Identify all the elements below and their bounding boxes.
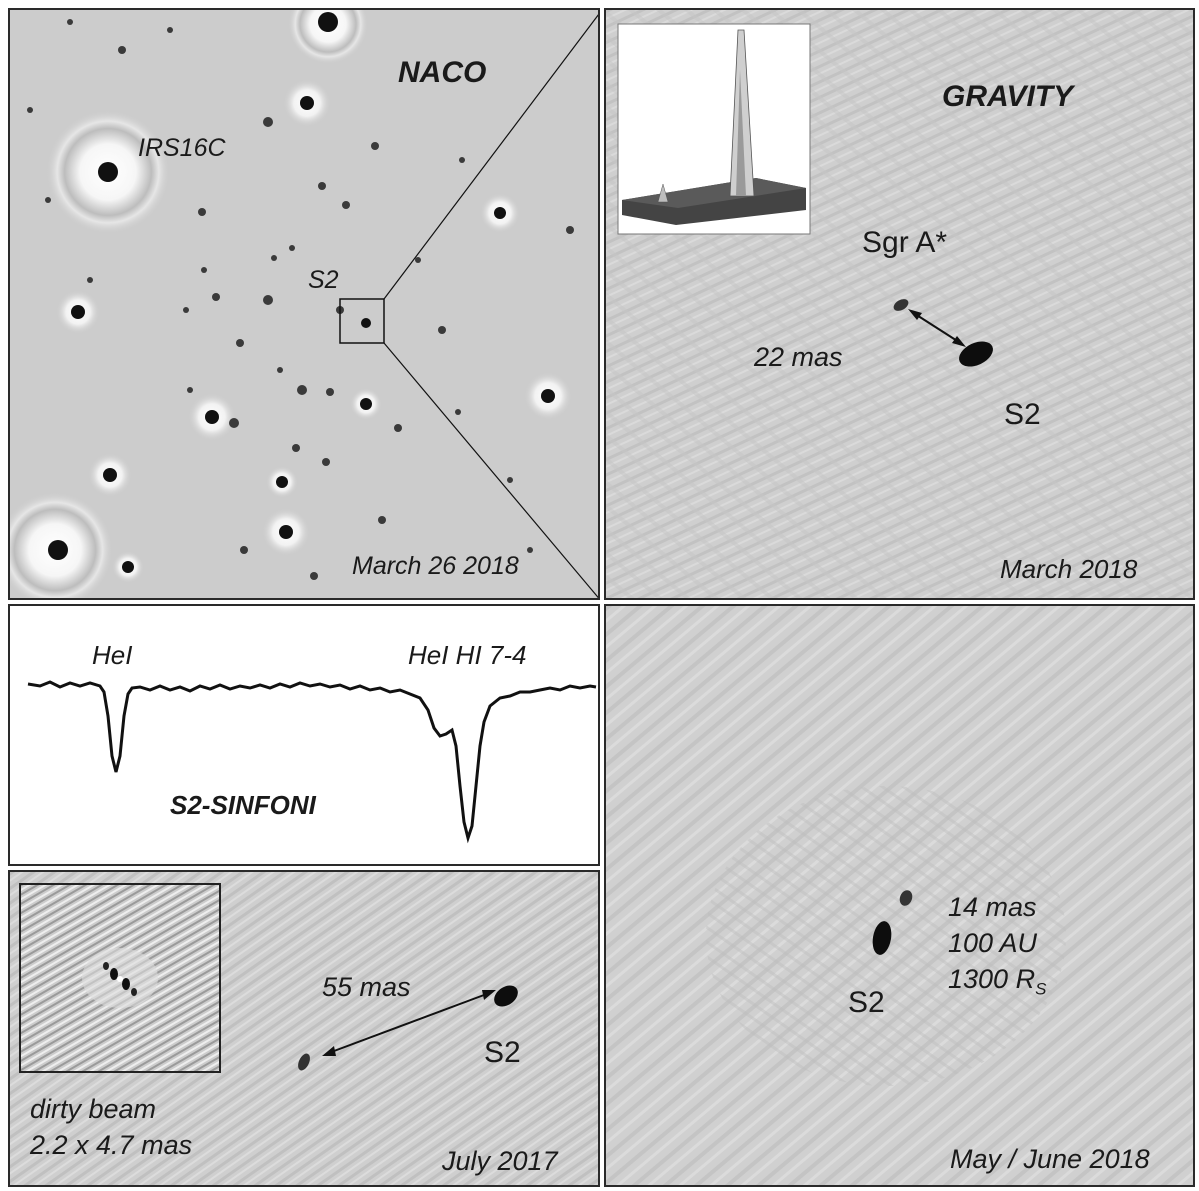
label-sgra: Sgr A* <box>862 226 948 259</box>
label-s2-may: S2 <box>848 986 885 1019</box>
may-image <box>606 606 1193 1185</box>
july-image <box>10 872 598 1185</box>
spectrum-line <box>27 680 597 844</box>
spectrum-plot <box>27 680 597 844</box>
label-hei-hi: HeI HI 7-4 <box>408 640 527 670</box>
naco-title: NACO <box>398 56 487 89</box>
label-s2-march: S2 <box>1004 398 1041 431</box>
label-100au: 100 AU <box>948 928 1038 958</box>
dirty-beam-label: dirty beam <box>30 1094 157 1124</box>
gravity-march-panel: GRAVITY Sgr A* 22 mas S2 March 2018 <box>604 8 1195 600</box>
label-hei: HeI <box>92 640 133 670</box>
label-1300rs: 1300 RS <box>948 964 1046 999</box>
zoom-line-bottom <box>383 342 598 598</box>
label-14mas: 14 mas <box>948 892 1037 922</box>
may-date: May / June 2018 <box>950 1144 1150 1174</box>
s2-zoom-box <box>339 298 385 344</box>
label-55mas: 55 mas <box>322 972 411 1002</box>
label-22mas: 22 mas <box>754 342 843 372</box>
zoom-line-top <box>383 14 598 300</box>
july-panel: 55 mas S2 dirty beam 2.2 x 4.7 mas July … <box>8 870 600 1187</box>
july-date: July 2017 <box>442 1146 558 1176</box>
spectrum-title: S2-SINFONI <box>170 790 316 820</box>
spectrum-panel: HeI HeI HI 7-4 S2-SINFONI <box>8 604 600 866</box>
gravity-title: GRAVITY <box>942 80 1074 113</box>
label-s2-july: S2 <box>484 1036 521 1069</box>
naco-panel: NACO IRS16C S2 March 26 2018 <box>8 8 600 600</box>
label-s2-naco: S2 <box>308 266 339 294</box>
naco-star-field <box>10 10 598 598</box>
july-separation-arrow <box>325 991 493 1055</box>
label-1300rs-sub: S <box>1035 979 1047 999</box>
label-1300rs-main: 1300 R <box>948 964 1036 994</box>
separation-arrow <box>911 311 963 345</box>
gravity-march-image <box>606 10 1193 598</box>
gravity-march-date: March 2018 <box>1000 554 1138 584</box>
naco-date: March 26 2018 <box>352 552 519 580</box>
psf-3d-inset <box>617 23 811 235</box>
may-panel: 14 mas 100 AU 1300 RS S2 May / June 2018 <box>604 604 1195 1187</box>
dirty-beam-inset <box>19 883 221 1073</box>
label-irs16c: IRS16C <box>138 134 226 162</box>
dirty-beam-size: 2.2 x 4.7 mas <box>30 1130 193 1160</box>
